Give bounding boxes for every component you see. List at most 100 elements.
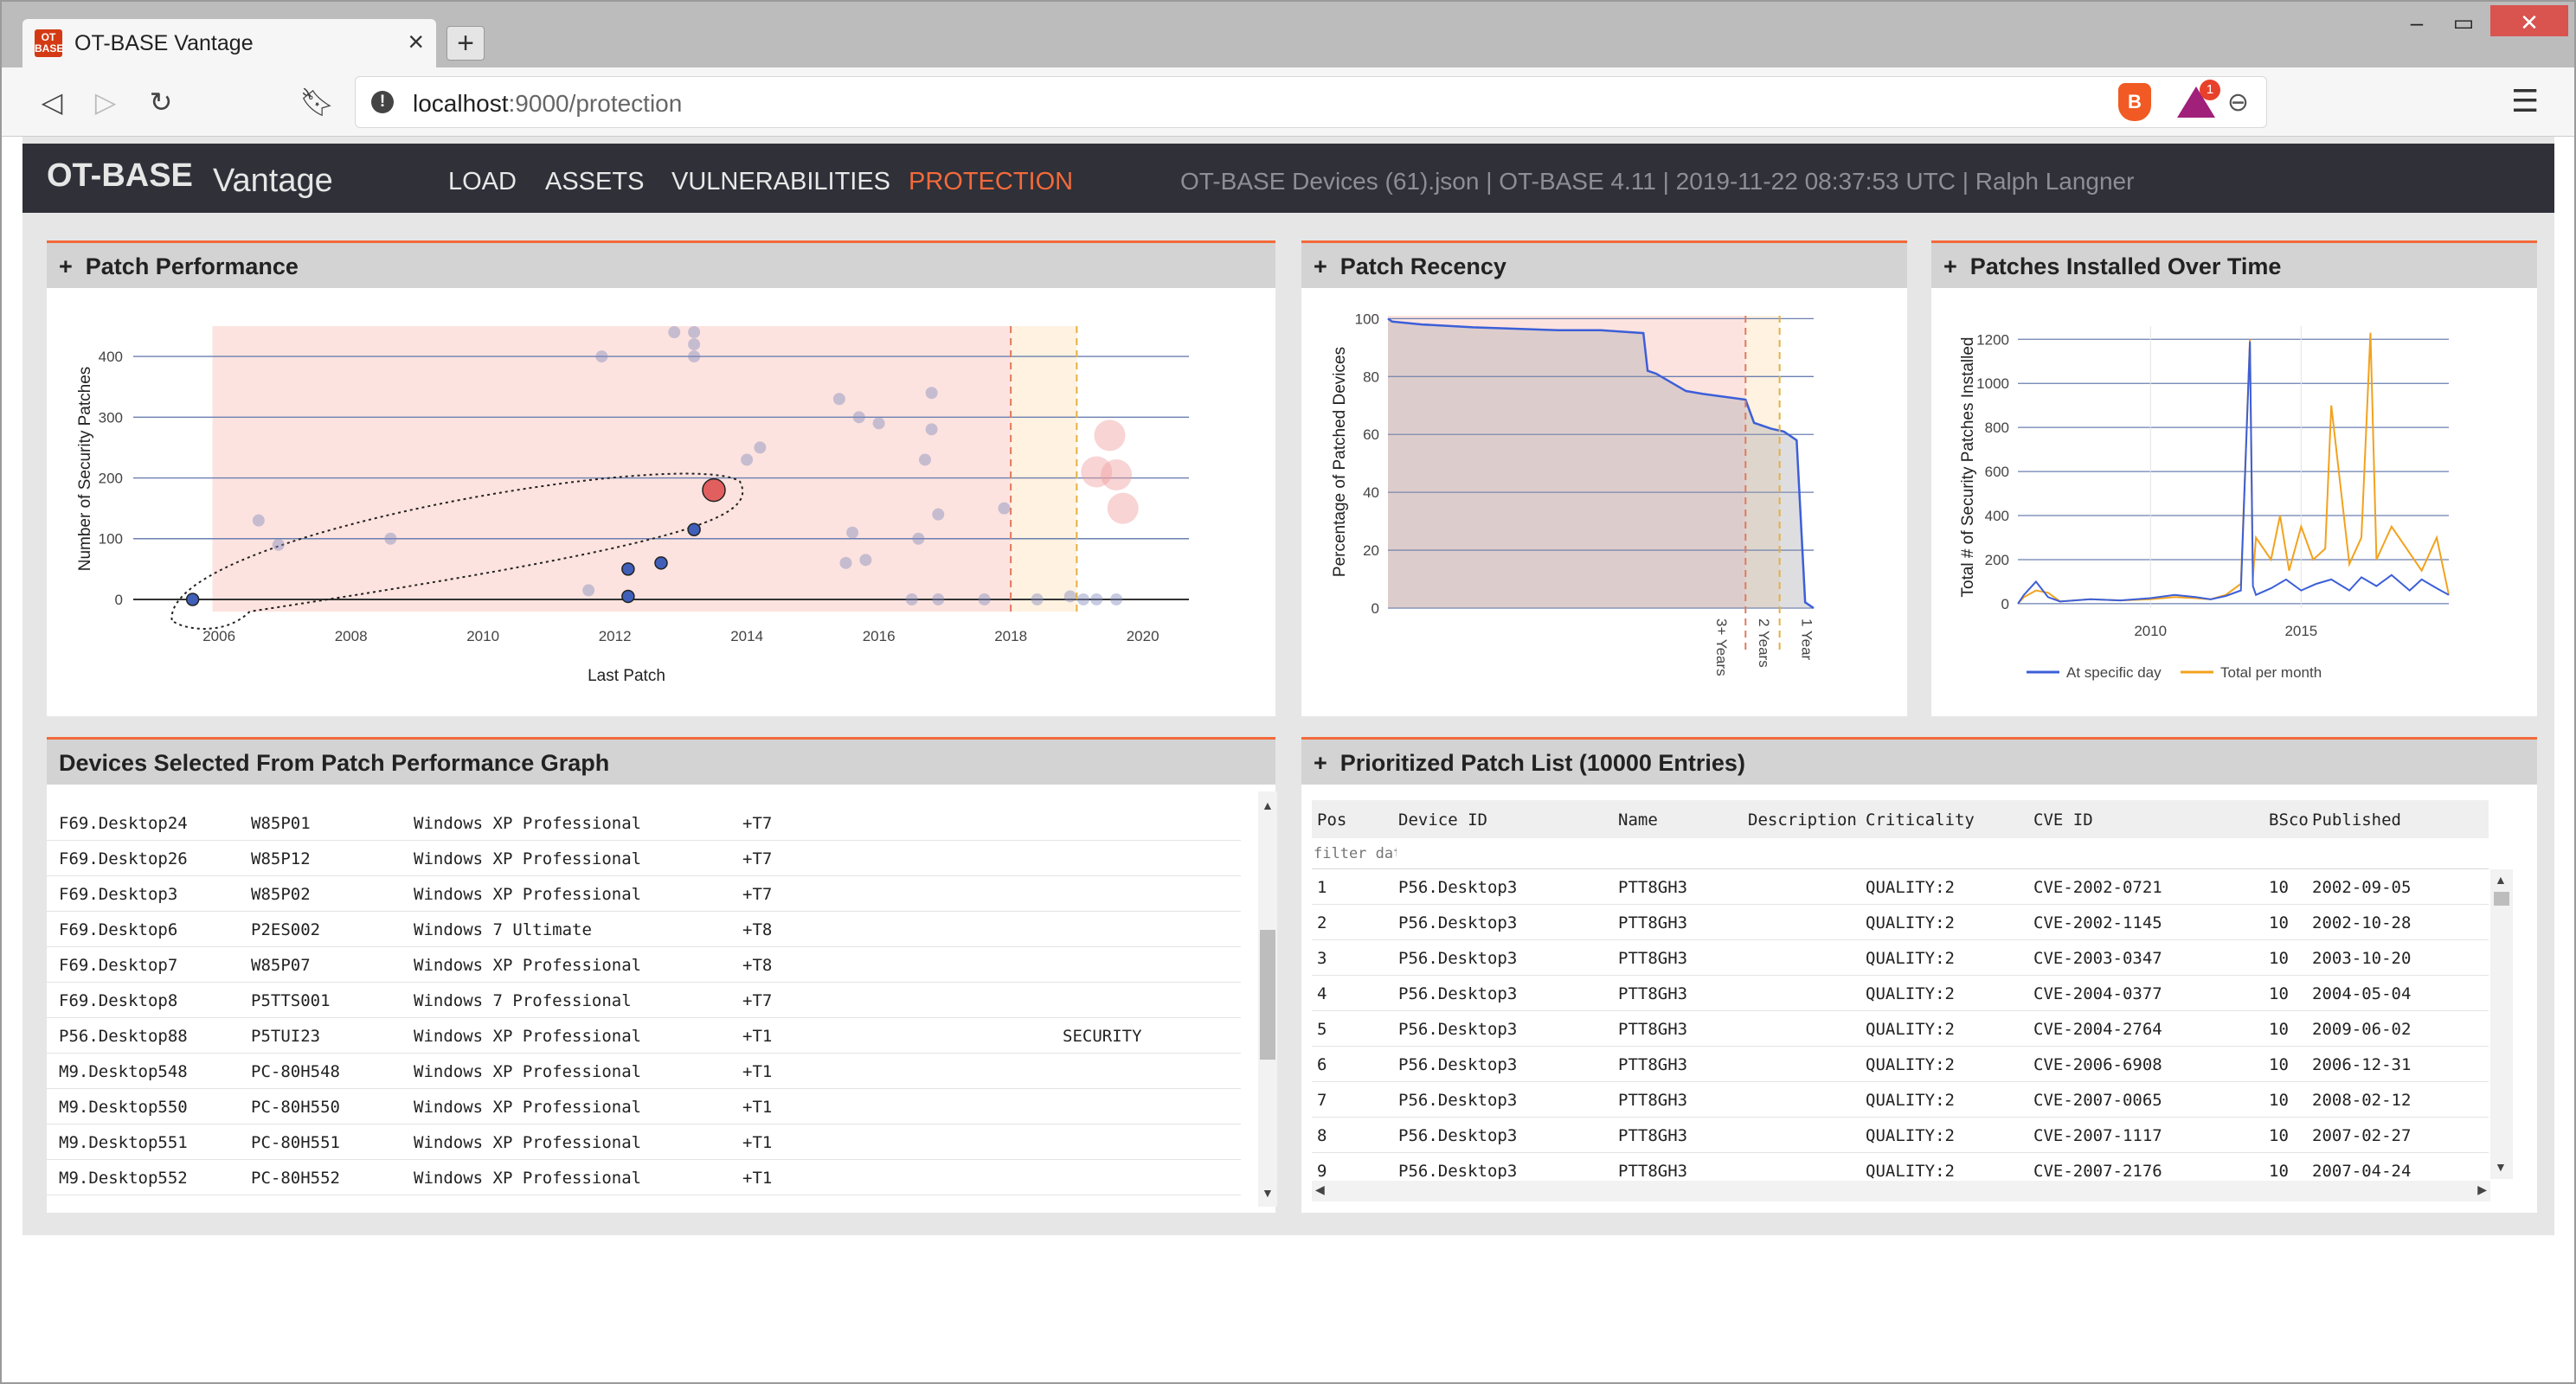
col-pos[interactable]: Pos: [1317, 811, 1347, 830]
row-criticality: QUALITY:2: [1866, 878, 1955, 897]
address-bar[interactable]: ! localhost:9000/protection ⊖: [355, 76, 2267, 128]
panel-title: Devices Selected From Patch Performance …: [59, 750, 610, 776]
nav-load[interactable]: LOAD: [448, 168, 517, 195]
col-name[interactable]: Name: [1618, 811, 1658, 830]
browser-menu-icon[interactable]: ☰: [2511, 83, 2540, 119]
panel-header[interactable]: + Prioritized Patch List (10000 Entries): [1301, 740, 2537, 785]
col-published[interactable]: Published: [2312, 811, 2401, 830]
scroll-right-icon[interactable]: ▶: [2477, 1182, 2487, 1196]
new-tab-button[interactable]: +: [446, 26, 485, 61]
y-tick-label: 100: [1355, 311, 1379, 327]
filter-input[interactable]: [1314, 842, 1397, 866]
row-published: 2002-10-28: [2312, 913, 2412, 932]
maximize-icon[interactable]: ▭: [2452, 10, 2475, 35]
device-row[interactable]: F69.Desktop3 W85P02 Windows XP Professiona…: [47, 876, 1241, 912]
y-tick-label: 800: [1985, 420, 2009, 436]
y-tick-label: 100: [99, 531, 123, 548]
device-os: Windows XP Professional: [414, 1133, 642, 1152]
close-tab-icon[interactable]: ×: [408, 26, 424, 57]
device-row[interactable]: P56.Desktop88 P5TUI23 Windows XP Professio…: [47, 1018, 1241, 1054]
device-list-scrollbar[interactable]: ▲ ▼: [1258, 791, 1277, 1207]
nav-vulnerabilities[interactable]: VULNERABILITIES: [671, 168, 891, 195]
row-published: 2007-02-27: [2312, 1126, 2412, 1145]
brave-shields-icon[interactable]: B: [2118, 83, 2151, 121]
nav-assets[interactable]: ASSETS: [545, 168, 645, 195]
device-name: M9.Desktop550: [59, 1098, 188, 1117]
patch-row[interactable]: 6 P56.Desktop3 PTT8GH3 QUALITY:2 CVE-2006-69…: [1312, 1047, 2489, 1082]
device-row[interactable]: F69.Desktop6 P2ES002 Windows 7 Ultimate +T8: [47, 912, 1241, 947]
scroll-down-icon[interactable]: ▼: [2495, 1160, 2507, 1174]
bookmark-icon[interactable]: 🔖︎: [299, 86, 335, 118]
panel-header[interactable]: Devices Selected From Patch Performance …: [47, 740, 1275, 785]
patch-row[interactable]: 1 P56.Desktop3 PTT8GH3 QUALITY:2 CVE-2002-07…: [1312, 869, 2489, 905]
scroll-down-icon[interactable]: ▼: [1262, 1186, 1274, 1200]
device-row[interactable]: M9.Desktop548 PC-80H548 Windows XP Profess…: [47, 1054, 1241, 1089]
col-device-id[interactable]: Device ID: [1398, 811, 1487, 830]
row-published: 2004-05-04: [2312, 984, 2412, 1003]
patch-row[interactable]: 7 P56.Desktop3 PTT8GH3 QUALITY:2 CVE-2007-00…: [1312, 1082, 2489, 1118]
device-name: M9.Desktop551: [59, 1133, 188, 1152]
patch-list-hscrollbar[interactable]: ◀ ▶: [1312, 1181, 2490, 1201]
reload-icon[interactable]: ↻: [149, 86, 173, 118]
back-icon[interactable]: ◁: [41, 86, 63, 118]
col-bscore[interactable]: BSco: [2269, 811, 2309, 830]
series-line: [2017, 341, 2450, 605]
col-description[interactable]: Description: [1748, 811, 1857, 830]
panel-title: + Patch Recency: [1314, 253, 1506, 279]
scroll-up-icon[interactable]: ▲: [2495, 873, 2507, 887]
app-header: OT-BASE Vantage LOAD ASSETS VULNERABILIT…: [22, 144, 2554, 213]
device-tag: +T1: [742, 1133, 773, 1152]
device-row[interactable]: M9.Desktop552 PC-80H552 Windows XP Profess…: [47, 1160, 1241, 1195]
filter-row: [1312, 838, 2489, 869]
col-cve-id[interactable]: CVE ID: [2033, 811, 2093, 830]
scroll-thumb[interactable]: [2494, 892, 2509, 906]
scroll-thumb[interactable]: [1260, 930, 1275, 1060]
row-criticality: QUALITY:2: [1866, 913, 1955, 932]
patch-list-vscrollbar[interactable]: ▲ ▼: [2490, 869, 2513, 1179]
row-criticality: QUALITY:2: [1866, 1055, 1955, 1074]
device-row[interactable]: M9.Desktop551 PC-80H551 Windows XP Profess…: [47, 1124, 1241, 1160]
panel-header[interactable]: + Patch Recency: [1301, 243, 1907, 288]
row-device-id: P56.Desktop3: [1398, 1055, 1518, 1074]
patch-row[interactable]: 5 P56.Desktop3 PTT8GH3 QUALITY:2 CVE-2004-27…: [1312, 1011, 2489, 1047]
device-row[interactable]: F69.Desktop26 W85P12 Windows XP Profession…: [47, 841, 1241, 876]
forward-icon[interactable]: ▷: [94, 86, 117, 118]
patch-row[interactable]: 8 P56.Desktop3 PTT8GH3 QUALITY:2 CVE-2007-11…: [1312, 1118, 2489, 1153]
data-point: [978, 593, 991, 606]
device-name: M9.Desktop548: [59, 1062, 188, 1081]
y-tick-label: 80: [1363, 368, 1379, 385]
device-row[interactable]: M9.Desktop550 PC-80H550 Windows XP Profess…: [47, 1089, 1241, 1124]
device-row[interactable]: F69.Desktop8 P5TTS001 Windows 7 Profession…: [47, 983, 1241, 1018]
device-tag: +T1: [742, 1062, 773, 1081]
panel-header[interactable]: + Patch Performance: [47, 243, 1275, 288]
nav-protection[interactable]: PROTECTION: [909, 168, 1074, 195]
legend-label: Total per month: [2220, 664, 2322, 681]
scroll-up-icon[interactable]: ▲: [1262, 798, 1274, 812]
device-row[interactable]: F69.Desktop24 W85P01 Windows XP Profession…: [47, 805, 1241, 841]
patch-row[interactable]: 2 P56.Desktop3 PTT8GH3 QUALITY:2 CVE-2002-11…: [1312, 905, 2489, 940]
url-text[interactable]: localhost:9000/protection: [413, 90, 683, 117]
patch-row[interactable]: 4 P56.Desktop3 PTT8GH3 QUALITY:2 CVE-2004-03…: [1312, 976, 2489, 1011]
patch-row[interactable]: 9 P56.Desktop3 PTT8GH3 QUALITY:2 CVE-2007-21…: [1312, 1153, 2489, 1179]
scroll-left-icon[interactable]: ◀: [1315, 1182, 1325, 1196]
row-device-id: P56.Desktop3: [1398, 984, 1518, 1003]
x-tick-label: 2018: [994, 628, 1027, 644]
row-bscore: 10: [2269, 984, 2289, 1003]
zoom-icon[interactable]: ⊖: [2226, 88, 2249, 117]
patch-recency-chart[interactable]: 0 20 40 60 80 100 3+ Years 2 Years 1 Year Percent…: [1301, 292, 1907, 715]
minimize-icon[interactable]: –: [2410, 10, 2424, 35]
device-row[interactable]: F69.Desktop7 W85P07 Windows XP Professiona…: [47, 947, 1241, 983]
row-bscore: 10: [2269, 1091, 2289, 1110]
window-close-icon[interactable]: ✕: [2490, 5, 2568, 36]
row-name: PTT8GH3: [1618, 1162, 1688, 1179]
patch-row[interactable]: 3 P56.Desktop3 PTT8GH3 QUALITY:2 CVE-2003-03…: [1312, 940, 2489, 976]
patches-over-time-chart[interactable]: 0 200 400 600 800 1000 1200 2010 2015 At specific…: [1931, 292, 2537, 715]
patch-performance-chart[interactable]: 0 100 200 300 400 2006 2008 2010 2012 2014 2016 201…: [47, 292, 1275, 715]
col-criticality[interactable]: Criticality: [1866, 811, 1975, 830]
device-name: M9.Desktop552: [59, 1169, 188, 1188]
row-name: PTT8GH3: [1618, 984, 1688, 1003]
panel-header[interactable]: + Patches Installed Over Time: [1931, 243, 2537, 288]
site-info-icon[interactable]: !: [371, 91, 394, 113]
browser-tab[interactable]: OT BASE OT-BASE Vantage ×: [22, 19, 436, 67]
